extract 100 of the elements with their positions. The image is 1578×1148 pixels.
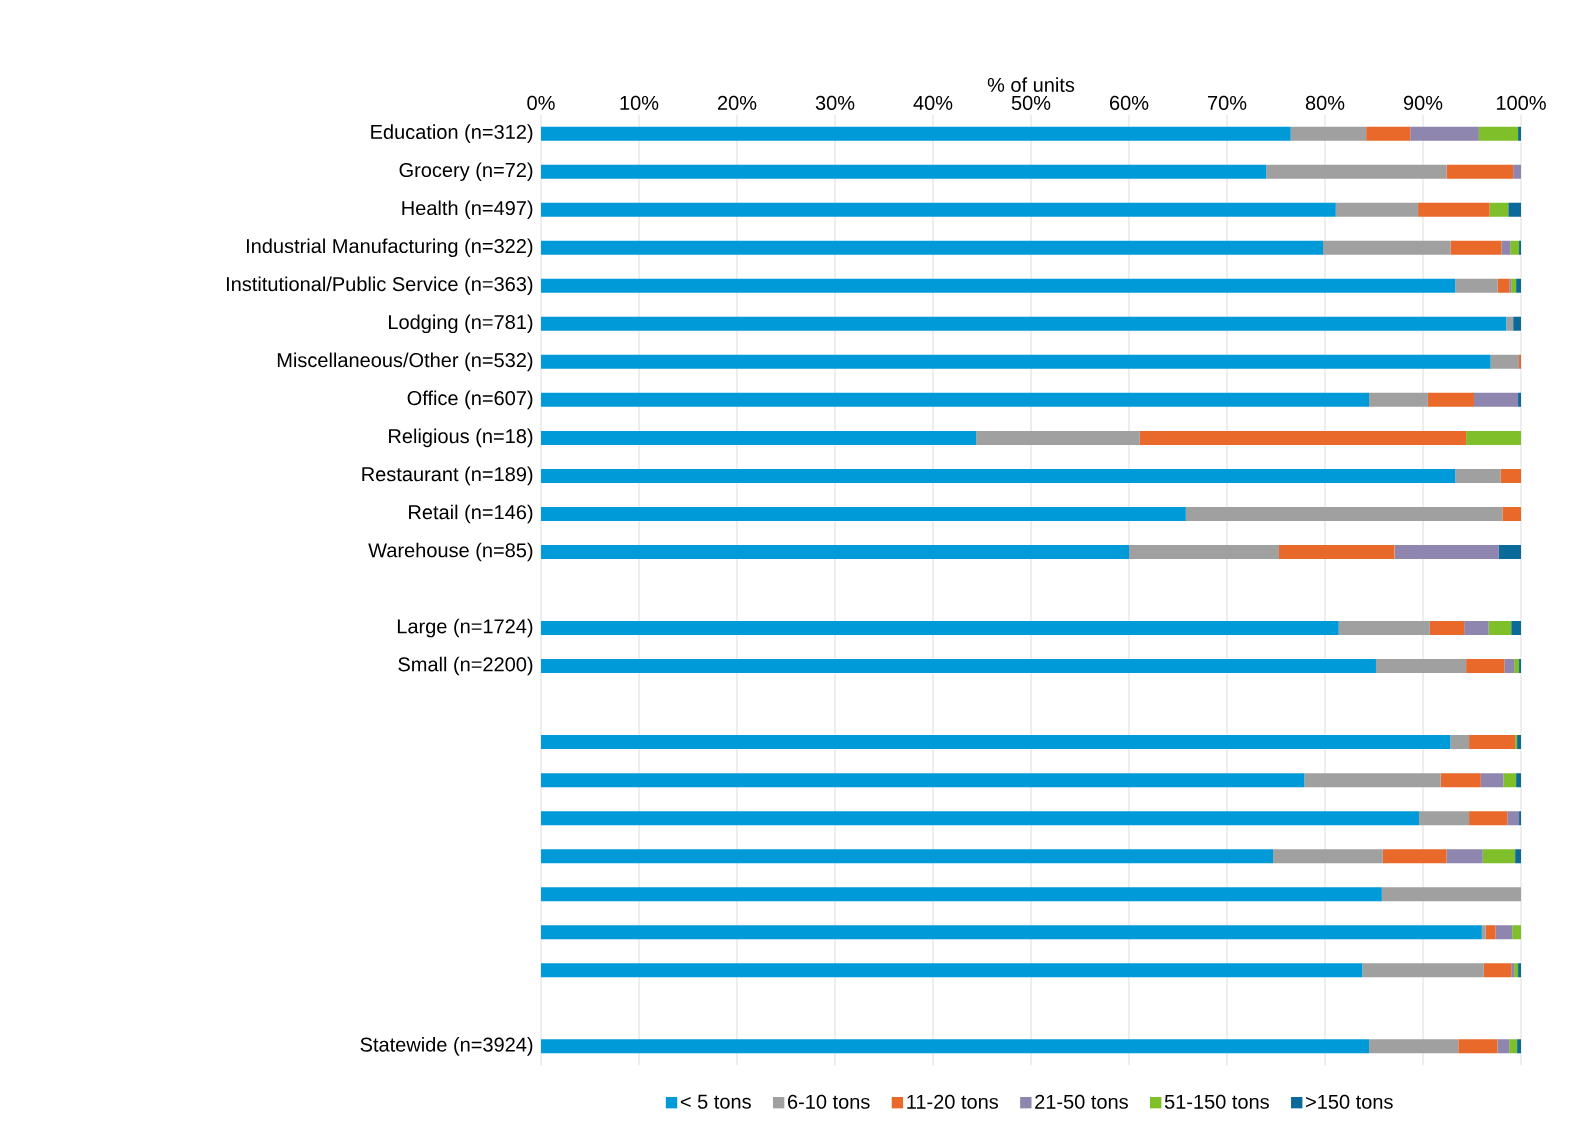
bar [1502, 506, 1522, 521]
bar [1518, 126, 1522, 141]
bar [1381, 887, 1522, 902]
bar [1497, 278, 1510, 293]
x-tick-label: 10% [620, 95, 659, 110]
y-tick-label: Education (n=312) [371, 124, 533, 143]
legend-label: 11-20 tons [907, 1094, 999, 1109]
bar [1489, 202, 1509, 217]
bar [976, 430, 1140, 445]
bar [1512, 925, 1522, 940]
bar [541, 506, 1186, 521]
bar [541, 925, 1482, 940]
bar [1429, 621, 1465, 636]
bar [541, 354, 1491, 369]
y-tick-label: Statewide (n=3924) [360, 1037, 533, 1056]
bar [1410, 126, 1479, 141]
bar [1497, 1039, 1510, 1054]
bar [541, 544, 1130, 559]
x-tick-label: 40% [913, 95, 953, 110]
bar [541, 773, 1305, 788]
bar [1466, 659, 1505, 674]
bar [541, 164, 1267, 179]
bar [1478, 126, 1519, 141]
legend-label: 21-50 tons [1035, 1094, 1128, 1109]
bar [541, 659, 1376, 674]
bar [1278, 544, 1395, 559]
y-tick-label: Office (n=607) [407, 390, 533, 410]
bar [1427, 392, 1474, 407]
bar [541, 468, 1456, 483]
bar [1509, 1039, 1518, 1054]
bar [1394, 544, 1499, 559]
bar [1418, 202, 1490, 217]
bar [1419, 811, 1470, 826]
bar [1488, 621, 1512, 636]
bar [541, 278, 1456, 293]
bar [1516, 773, 1522, 788]
bar [1466, 430, 1522, 445]
bar [1490, 354, 1520, 369]
bar [1508, 202, 1522, 217]
bar [1290, 126, 1367, 141]
bar [1469, 811, 1508, 826]
bar [1518, 963, 1522, 978]
bar [1362, 963, 1484, 978]
bar [1516, 278, 1522, 293]
legend-label: 51-150 tons [1164, 1094, 1269, 1109]
bar [1513, 164, 1522, 179]
bar [1440, 773, 1481, 788]
bar [1455, 278, 1498, 293]
bar [541, 887, 1382, 902]
bar [1500, 468, 1522, 483]
y-tick-label: Retail (n=146) [409, 504, 533, 524]
bar [1504, 659, 1515, 674]
bar [1369, 392, 1428, 407]
bar [1366, 126, 1411, 141]
y-tick-label: Grocery (n=72) [399, 162, 533, 182]
bar [1517, 735, 1522, 750]
y-tick-label: Religious (n=18) [389, 428, 533, 448]
bar [1511, 963, 1515, 978]
bar [541, 126, 1291, 141]
bar [1338, 621, 1430, 636]
bar [1518, 392, 1522, 407]
bar [1450, 735, 1470, 750]
bar [1266, 164, 1447, 179]
bar [1458, 1039, 1498, 1054]
bar [541, 240, 1324, 255]
bar [1513, 316, 1522, 331]
bar [1129, 544, 1279, 559]
bar [1517, 1039, 1522, 1054]
x-tick-label: 30% [815, 95, 855, 110]
y-tick-label: Industrial Manufacturing (n=322) [246, 238, 533, 258]
bar [1481, 925, 1486, 940]
bar [1510, 240, 1520, 255]
bar [541, 1039, 1370, 1054]
bar [1514, 659, 1520, 674]
bar [1455, 468, 1501, 483]
bar [1446, 849, 1483, 864]
x-tick-label: 100% [1496, 95, 1546, 110]
x-tick-label: 90% [1403, 95, 1443, 110]
legend-label: >150 tons [1306, 1094, 1393, 1109]
bar [1495, 925, 1513, 940]
bar [1464, 621, 1489, 636]
y-tick-label: Miscellaneous/Other (n=532) [277, 352, 533, 372]
bar [1139, 430, 1467, 445]
bar [541, 430, 977, 445]
bar [541, 963, 1363, 978]
bar [1469, 735, 1516, 750]
bar [541, 621, 1339, 636]
x-tick-label: 50% [1011, 95, 1051, 110]
x-tick-label: 60% [1110, 95, 1149, 110]
x-tick-label: 20% [717, 95, 757, 110]
bar [1515, 849, 1522, 864]
y-tick-label: Health (n=497) [402, 200, 533, 220]
x-tick-label: 80% [1305, 95, 1345, 110]
bar [1369, 1039, 1459, 1054]
bar [1273, 849, 1383, 864]
y-tick-label: Large (n=1724) [397, 618, 533, 638]
bar [541, 849, 1274, 864]
bar [1511, 621, 1522, 636]
bar [541, 392, 1370, 407]
y-tick-label: Institutional/Public Service (n=363) [226, 276, 533, 296]
